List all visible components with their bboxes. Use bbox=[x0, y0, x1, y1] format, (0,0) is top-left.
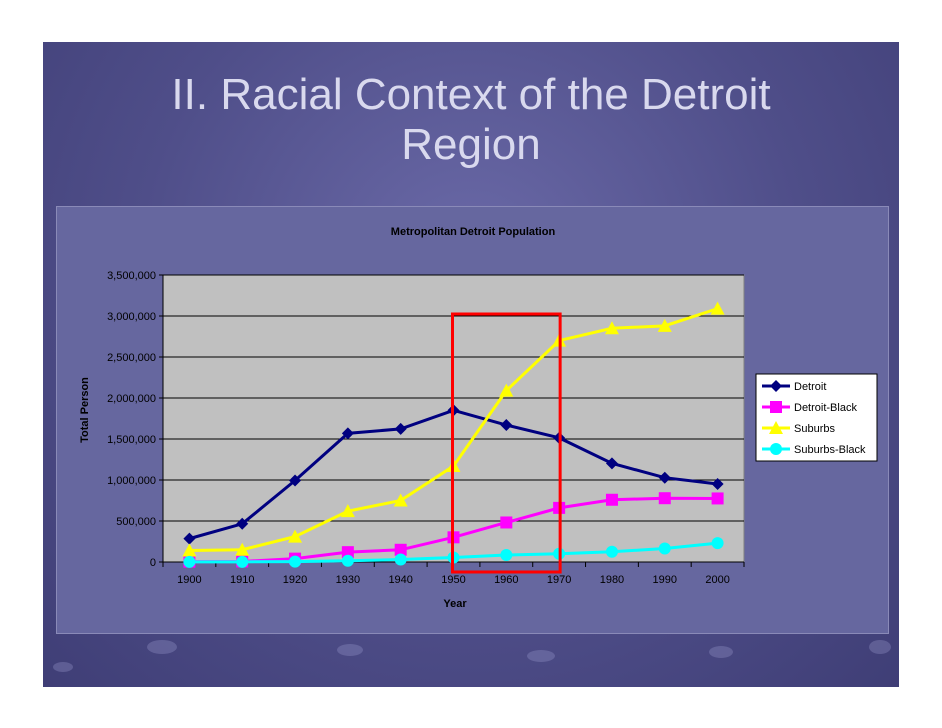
x-tick-label: 1990 bbox=[653, 574, 677, 586]
x-tick-label: 1960 bbox=[494, 574, 518, 586]
x-tick-label: 2000 bbox=[705, 574, 729, 586]
circle-marker bbox=[394, 553, 407, 566]
legend-label: Detroit bbox=[794, 381, 826, 393]
square-marker bbox=[711, 492, 724, 505]
square-marker bbox=[605, 493, 618, 506]
y-tick-label: 1,000,000 bbox=[107, 475, 156, 487]
triangle-marker bbox=[769, 421, 783, 434]
diamond-marker bbox=[658, 471, 671, 484]
x-tick-label: 1980 bbox=[600, 574, 624, 586]
legend-label: Suburbs-Black bbox=[794, 444, 866, 456]
legend-label: Detroit-Black bbox=[794, 402, 857, 414]
decorative-blob bbox=[869, 640, 891, 654]
decorative-blob bbox=[147, 640, 177, 654]
circle-marker bbox=[341, 554, 354, 567]
circle-marker bbox=[658, 542, 671, 555]
triangle-marker bbox=[710, 301, 725, 315]
circle-marker bbox=[183, 555, 196, 568]
circle-marker bbox=[711, 537, 724, 550]
diamond-marker bbox=[341, 427, 354, 440]
y-tick-label: 1,500,000 bbox=[107, 434, 156, 446]
slide-title-line2: Region bbox=[401, 120, 541, 169]
decorative-blob bbox=[53, 662, 73, 672]
square-marker bbox=[658, 492, 671, 505]
x-tick-label: 1970 bbox=[547, 574, 571, 586]
x-tick-label: 1930 bbox=[336, 574, 360, 586]
diamond-marker bbox=[605, 457, 618, 470]
circle-marker bbox=[236, 555, 249, 568]
diamond-marker bbox=[394, 422, 407, 435]
diamond-marker bbox=[236, 517, 249, 530]
slide-title: II. Racial Context of the Detroit Region bbox=[43, 70, 899, 170]
x-tick-label: 1940 bbox=[388, 574, 412, 586]
x-tick-label: 1950 bbox=[441, 574, 465, 586]
y-tick-label: 500,000 bbox=[116, 516, 156, 528]
triangle-marker bbox=[657, 318, 672, 332]
decorative-blob bbox=[527, 650, 555, 662]
highlight-box bbox=[451, 312, 562, 574]
square-marker bbox=[394, 543, 407, 556]
triangle-marker bbox=[182, 543, 197, 557]
triangle-marker bbox=[340, 504, 355, 518]
y-axis-title: Total Person bbox=[79, 377, 91, 443]
y-tick-label: 0 bbox=[150, 557, 156, 569]
chart-title: Metropolitan Detroit Population bbox=[391, 226, 556, 238]
square-marker bbox=[770, 401, 782, 413]
decorative-blob bbox=[337, 644, 363, 656]
legend: Detroit Detroit-Black Suburbs Suburbs-Black bbox=[755, 373, 878, 462]
diamond-marker bbox=[289, 474, 302, 487]
square-marker bbox=[500, 516, 513, 529]
x-tick-label: 1910 bbox=[230, 574, 254, 586]
triangle-marker bbox=[499, 383, 514, 397]
slide-title-line1: II. Racial Context of the Detroit bbox=[171, 70, 771, 119]
x-tick-label: 1920 bbox=[283, 574, 307, 586]
x-tick-label: 1900 bbox=[177, 574, 201, 586]
circle-marker bbox=[770, 443, 782, 455]
y-tick-label: 3,000,000 bbox=[107, 311, 156, 323]
diamond-marker bbox=[770, 380, 782, 392]
circle-marker bbox=[500, 549, 513, 562]
triangle-marker bbox=[288, 529, 303, 543]
y-tick-label: 3,500,000 bbox=[107, 270, 156, 282]
diamond-marker bbox=[183, 532, 196, 545]
triangle-marker bbox=[393, 493, 408, 507]
y-tick-label: 2,000,000 bbox=[107, 393, 156, 405]
circle-marker bbox=[289, 555, 302, 568]
diamond-marker bbox=[500, 419, 513, 432]
decorative-blob bbox=[709, 646, 733, 658]
circle-marker bbox=[605, 545, 618, 558]
y-tick-label: 2,500,000 bbox=[107, 352, 156, 364]
x-axis-title: Year bbox=[443, 598, 467, 610]
diamond-marker bbox=[711, 478, 724, 491]
triangle-marker bbox=[604, 321, 619, 335]
legend-label: Suburbs bbox=[794, 423, 835, 435]
triangle-marker bbox=[235, 542, 250, 556]
square-marker bbox=[341, 546, 354, 559]
